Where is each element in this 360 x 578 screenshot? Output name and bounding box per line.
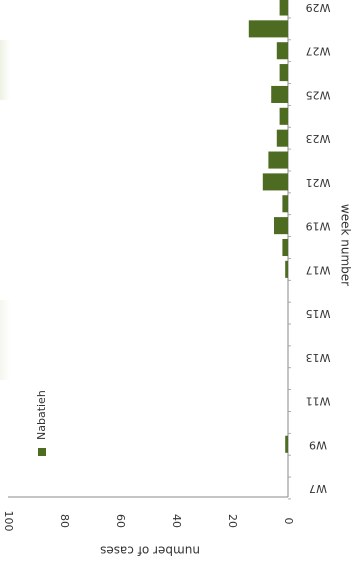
bar	[285, 435, 288, 453]
bar	[282, 238, 288, 257]
x-tick-label: W13	[306, 351, 331, 364]
x-tick-label: W15	[306, 307, 331, 320]
bar	[248, 20, 288, 38]
bar	[274, 217, 288, 235]
bar	[279, 0, 288, 16]
y-tick-labels: 0 20 40 60 80 100	[2, 511, 295, 532]
x-tick-label: W11	[306, 395, 331, 408]
y-tick-label: 100	[2, 511, 15, 532]
x-tick-label: W17	[306, 263, 331, 276]
background-smudge	[0, 300, 10, 380]
y-tick-label: 40	[170, 514, 183, 528]
x-tick-label: W21	[306, 176, 331, 189]
legend-swatch	[38, 448, 46, 456]
x-axis-label: week number	[339, 204, 353, 286]
x-tick-label: W7	[309, 482, 327, 495]
y-tick-label: 80	[58, 514, 71, 528]
x-tick-label: W25	[306, 88, 331, 101]
bar	[285, 260, 288, 278]
x-tick-label: W19	[306, 220, 331, 233]
bar	[271, 85, 288, 103]
x-tick-label: W9	[309, 438, 327, 451]
bar	[279, 107, 288, 125]
x-tick-labels: W7 W9 W11 W13 W15 W17 W19 W21 W23 W25 W27 W29	[306, 1, 331, 495]
y-tick-label: 60	[114, 514, 127, 528]
background-smudge	[0, 40, 10, 100]
bar	[268, 151, 288, 169]
bar	[279, 64, 288, 82]
y-tick-label: 20	[226, 514, 239, 528]
x-tick-label: W27	[306, 45, 331, 58]
bar	[276, 129, 288, 147]
bar	[262, 173, 288, 191]
bar	[276, 42, 288, 60]
bars-group	[248, 0, 291, 500]
bar	[282, 195, 288, 213]
legend-label: Nabatieh	[35, 390, 48, 440]
y-axis-label: number of cases	[100, 544, 200, 558]
x-tick-label: W29	[306, 1, 331, 14]
x-tick-label: W23	[306, 132, 331, 145]
y-tick-label: 0	[282, 518, 295, 525]
legend: Nabatieh	[35, 390, 48, 456]
plot-area: 0 20 40 60 80 100 W7 W9 W11 W13 W15 W17 W19 W21 W23 W2…	[2, 0, 331, 532]
